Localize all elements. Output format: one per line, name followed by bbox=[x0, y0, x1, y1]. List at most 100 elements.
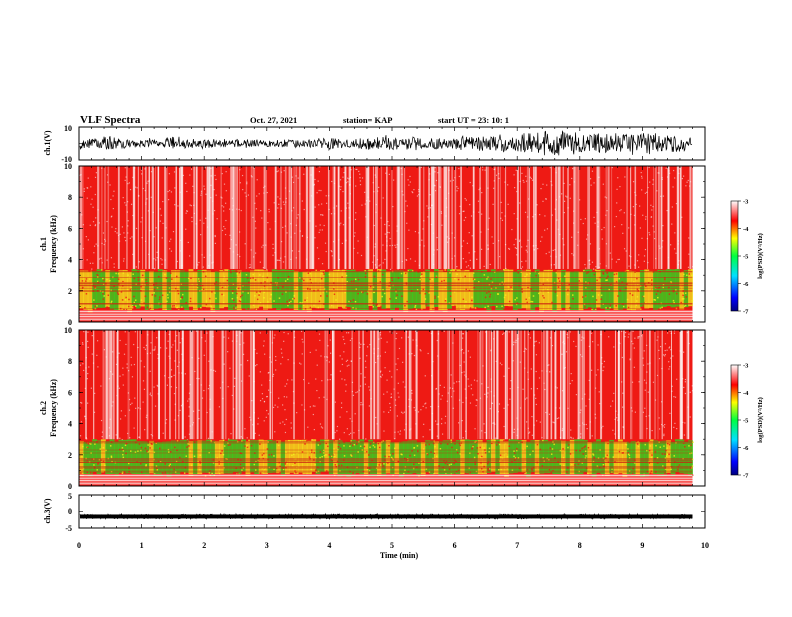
band-speckle bbox=[487, 463, 489, 465]
band-speckle bbox=[322, 449, 325, 452]
x-tick-label: 6 bbox=[453, 541, 457, 550]
band-speckle bbox=[145, 464, 147, 466]
speckle bbox=[284, 256, 286, 258]
band-speckle bbox=[222, 439, 225, 442]
speckle bbox=[617, 177, 619, 179]
spectrogram-streak bbox=[496, 330, 499, 440]
band-speckle bbox=[147, 451, 149, 453]
band-speckle bbox=[603, 465, 605, 467]
band-speckle bbox=[349, 445, 351, 448]
speckle bbox=[342, 336, 344, 338]
band-speckle bbox=[450, 463, 452, 466]
speckle bbox=[343, 351, 345, 353]
speckle bbox=[346, 428, 348, 430]
speckle bbox=[495, 360, 497, 362]
speckle bbox=[492, 242, 494, 245]
band-speckle bbox=[223, 466, 225, 469]
y-tick-label: 0 bbox=[68, 318, 72, 327]
band-speckle bbox=[296, 286, 298, 289]
speckle bbox=[231, 209, 234, 211]
band-speckle bbox=[650, 456, 653, 459]
speckle bbox=[668, 368, 670, 370]
speckle bbox=[436, 423, 438, 425]
speckle bbox=[341, 378, 343, 380]
speckle bbox=[654, 399, 657, 401]
speckle bbox=[345, 390, 347, 392]
band-speckle bbox=[309, 288, 311, 291]
speckle bbox=[254, 432, 256, 434]
speckle bbox=[633, 347, 635, 349]
band-segment bbox=[284, 269, 290, 309]
band-speckle bbox=[507, 285, 510, 288]
band-speckle bbox=[140, 463, 142, 465]
band-speckle bbox=[691, 467, 693, 469]
speckle bbox=[666, 349, 668, 351]
band-speckle bbox=[487, 305, 489, 308]
band-speckle bbox=[615, 281, 618, 283]
band-speckle bbox=[596, 279, 598, 282]
speckle bbox=[283, 331, 285, 334]
spectrogram-streak bbox=[290, 166, 293, 269]
speckle bbox=[452, 179, 454, 181]
speckle bbox=[605, 243, 608, 245]
band-speckle bbox=[369, 446, 371, 449]
band-speckle bbox=[633, 281, 635, 283]
spectrogram-streak bbox=[577, 330, 579, 440]
speckle bbox=[425, 407, 427, 409]
band-speckle bbox=[520, 271, 522, 273]
band-speckle bbox=[87, 443, 90, 445]
speckle bbox=[493, 180, 495, 182]
speckle bbox=[266, 191, 268, 194]
speckle bbox=[146, 198, 148, 200]
speckle bbox=[508, 248, 511, 250]
band-speckle bbox=[267, 301, 269, 303]
band-speckle bbox=[635, 440, 638, 442]
speckle bbox=[404, 386, 406, 388]
speckle bbox=[491, 402, 494, 404]
speckle bbox=[584, 263, 586, 266]
band-speckle bbox=[354, 278, 357, 281]
speckle bbox=[385, 172, 387, 174]
band-speckle bbox=[317, 306, 320, 309]
speckle bbox=[267, 413, 270, 415]
speckle bbox=[353, 247, 355, 250]
speckle bbox=[339, 224, 341, 226]
band-speckle bbox=[205, 300, 208, 302]
speckle bbox=[427, 216, 429, 218]
speckle bbox=[317, 180, 319, 182]
band-speckle bbox=[372, 291, 375, 294]
band-segment bbox=[451, 269, 457, 307]
speckle bbox=[364, 376, 366, 378]
band-speckle bbox=[577, 463, 580, 466]
speckle bbox=[113, 190, 115, 192]
speckle bbox=[91, 353, 93, 355]
band-speckle bbox=[642, 305, 645, 307]
header-date: Oct. 27, 2021 bbox=[250, 115, 297, 125]
speckle bbox=[161, 259, 163, 261]
speckle bbox=[363, 343, 365, 346]
speckle bbox=[153, 268, 156, 270]
speckle bbox=[143, 346, 145, 349]
speckle bbox=[347, 202, 349, 204]
band-speckle bbox=[107, 294, 110, 296]
speckle bbox=[570, 436, 572, 438]
band-speckle bbox=[649, 472, 652, 475]
speckle bbox=[491, 236, 493, 238]
speckle bbox=[282, 226, 284, 229]
band-speckle bbox=[517, 457, 520, 459]
speckle bbox=[643, 260, 645, 262]
speckle bbox=[88, 366, 90, 368]
speckle bbox=[662, 354, 665, 356]
spectrogram-streak bbox=[581, 330, 584, 440]
band-speckle bbox=[134, 451, 137, 453]
speckle bbox=[124, 202, 126, 204]
band-speckle bbox=[578, 470, 581, 473]
speckle bbox=[467, 378, 469, 380]
speckle bbox=[637, 336, 639, 338]
speckle bbox=[465, 261, 467, 263]
band-speckle bbox=[110, 455, 113, 458]
spectrogram-streak bbox=[370, 330, 373, 440]
speckle bbox=[646, 371, 648, 373]
speckle bbox=[265, 244, 267, 246]
band-speckle bbox=[664, 457, 667, 459]
